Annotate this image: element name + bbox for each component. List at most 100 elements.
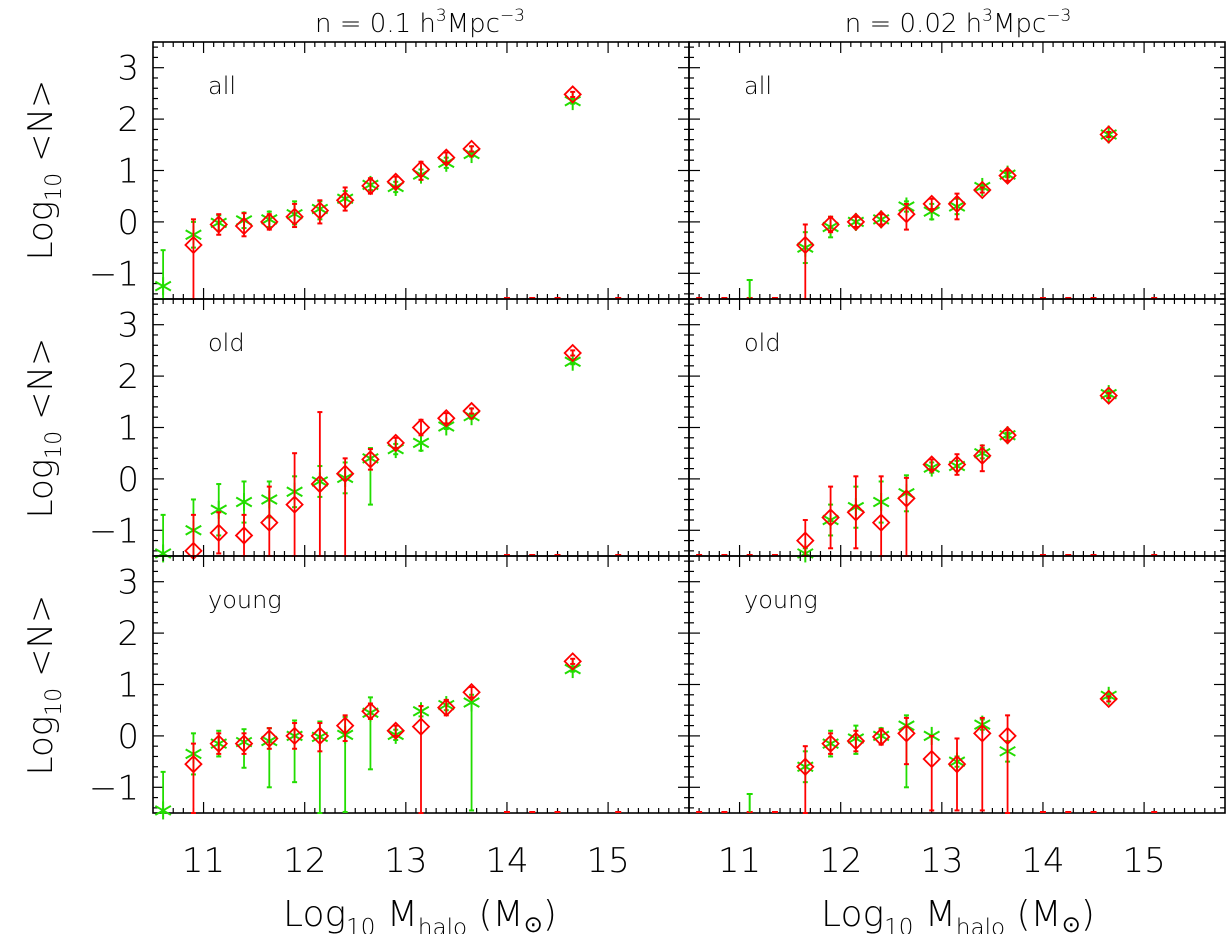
data-point-series1 xyxy=(386,172,405,192)
panel-label: young xyxy=(744,586,818,614)
data-point-series1 xyxy=(184,235,203,255)
data-point-series2 xyxy=(154,280,172,292)
x-tick-label: 12 xyxy=(819,841,862,881)
data-point-series1 xyxy=(335,464,355,484)
panel-old-right: old xyxy=(688,298,1226,563)
y-tick-label: 0 xyxy=(117,203,139,243)
data-point-series1 xyxy=(871,513,891,532)
data-point-series1 xyxy=(437,698,456,717)
data-point-series1 xyxy=(462,401,481,421)
data-point-series1 xyxy=(563,85,582,104)
data-point-series1 xyxy=(796,757,815,777)
y-tick-label: −1 xyxy=(89,768,139,808)
panel-label: old xyxy=(744,329,781,357)
data-point-series1 xyxy=(563,343,582,363)
y-axis-label-row2: Log10 <N> xyxy=(21,338,67,519)
data-point-series1 xyxy=(260,729,279,748)
panel-label: old xyxy=(208,329,245,357)
data-point-series1 xyxy=(209,734,229,753)
data-point-series1 xyxy=(871,210,891,229)
x-tick-label: 15 xyxy=(586,841,629,881)
x-axis-label-right: Log10 Mhalo (M⊙) xyxy=(821,894,1095,934)
data-point-series1 xyxy=(897,724,916,743)
data-point-series1 xyxy=(437,408,456,428)
data-point-series1 xyxy=(1099,386,1118,405)
data-point-series1 xyxy=(335,191,355,210)
data-point-series1 xyxy=(796,235,815,255)
panel-old-left: −1 0 1 2 3 old xyxy=(89,298,690,563)
y-tick-label: 3 xyxy=(117,563,139,603)
data-point-series1 xyxy=(209,523,229,543)
data-point-series1 xyxy=(310,726,330,746)
data-point-series1 xyxy=(1099,689,1118,709)
panel-all-right: all xyxy=(688,41,1226,300)
y-axis-label-row3: Log10 <N> xyxy=(21,595,67,776)
data-point-series1 xyxy=(285,495,304,514)
data-point-series1 xyxy=(310,201,330,220)
x-tick-label: 13 xyxy=(920,841,963,881)
data-point-series1 xyxy=(285,726,304,746)
data-point-series1 xyxy=(998,726,1017,746)
data-point-series1 xyxy=(285,207,304,227)
panel-label: all xyxy=(208,72,236,100)
data-point-series1 xyxy=(897,204,916,224)
x-tick-label: 13 xyxy=(384,841,427,881)
data-point-series1 xyxy=(846,212,866,232)
data-point-series1 xyxy=(821,215,840,234)
panel-young-right: 11 12 13 14 15 young xyxy=(688,555,1226,881)
y-tick-label: −1 xyxy=(89,511,139,551)
data-point-series1 xyxy=(386,433,405,453)
data-point-series1 xyxy=(947,754,967,774)
data-point-series1 xyxy=(361,701,380,721)
data-point-series1 xyxy=(234,734,254,753)
data-point-series1 xyxy=(209,215,229,234)
data-point-series2 xyxy=(154,805,172,816)
data-point-series1 xyxy=(234,526,254,545)
data-point-series2 xyxy=(463,697,480,708)
data-point-series1 xyxy=(821,508,840,527)
data-point-series2 xyxy=(235,496,253,508)
y-tick-label: 0 xyxy=(117,460,139,500)
data-point-series1 xyxy=(846,731,866,751)
y-tick-label: 1 xyxy=(117,409,139,449)
data-point-series2 xyxy=(210,504,228,516)
panel-label: young xyxy=(208,586,282,614)
column-title-right: n = 0.02 h3Mpc−3 xyxy=(845,6,1072,39)
data-point-series1 xyxy=(897,489,916,508)
column-title-left: n = 0.1 h3Mpc−3 xyxy=(315,6,525,39)
data-point-series1 xyxy=(871,727,891,747)
data-point-series1 xyxy=(386,721,405,741)
x-tick-label: 11 xyxy=(182,841,225,881)
data-point-series1 xyxy=(411,160,431,179)
data-point-series1 xyxy=(411,717,431,736)
data-point-series1 xyxy=(462,139,481,159)
y-axis-label-row1: Log10 <N> xyxy=(21,80,67,261)
data-point-series1 xyxy=(973,724,992,743)
data-point-series1 xyxy=(973,180,992,200)
data-point-series1 xyxy=(361,450,380,469)
panel-label: all xyxy=(744,72,772,100)
y-tick-label: 0 xyxy=(117,717,139,757)
y-tick-label: 2 xyxy=(117,357,139,397)
x-tick-label: 14 xyxy=(1021,841,1064,881)
data-point-series1 xyxy=(922,455,941,474)
y-tick-label: −1 xyxy=(89,254,139,294)
data-point-series1 xyxy=(947,455,967,474)
y-tick-label: 3 xyxy=(117,306,139,346)
x-tick-label: 11 xyxy=(718,841,761,881)
panel-all-left: −1 0 1 2 3 all xyxy=(89,41,690,300)
x-tick-label: 15 xyxy=(1122,841,1165,881)
y-tick-label: 2 xyxy=(117,614,139,654)
data-point-series1 xyxy=(310,474,330,494)
data-point-series1 xyxy=(846,503,866,522)
data-point-series1 xyxy=(335,716,355,735)
data-point-series1 xyxy=(563,652,582,671)
data-point-series1 xyxy=(184,754,203,774)
data-point-series1 xyxy=(234,216,254,236)
y-tick-label: 2 xyxy=(117,100,139,140)
data-point-series1 xyxy=(437,148,456,167)
data-point-series1 xyxy=(922,194,941,214)
